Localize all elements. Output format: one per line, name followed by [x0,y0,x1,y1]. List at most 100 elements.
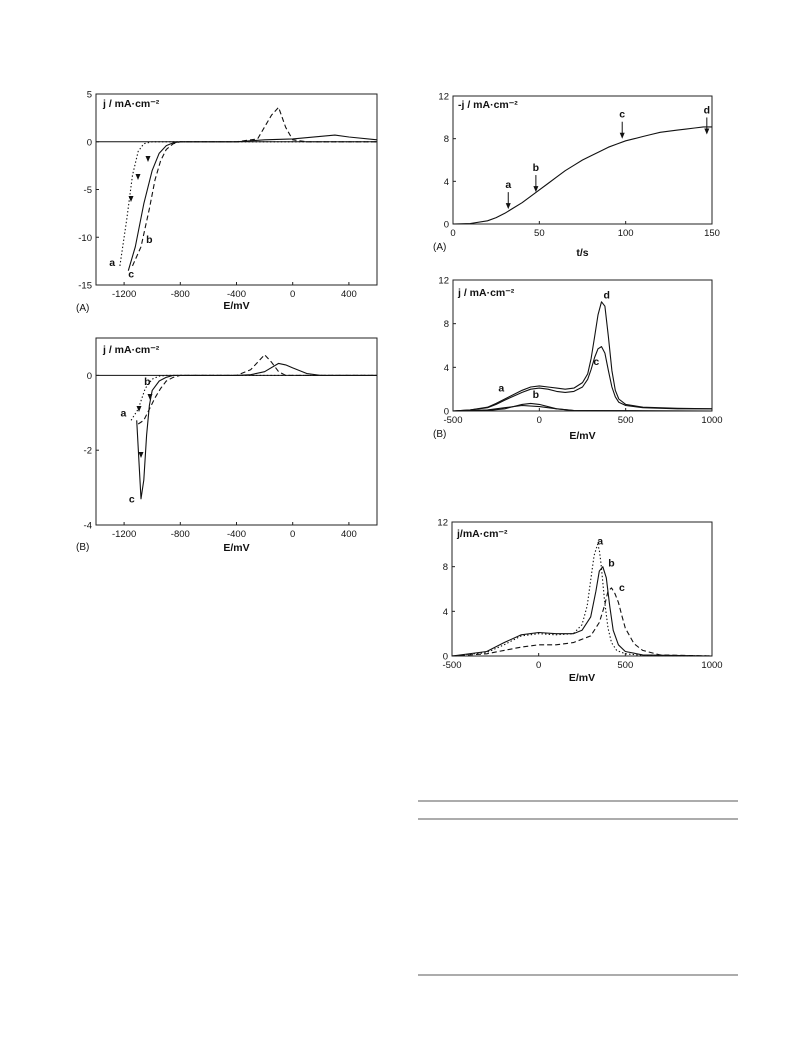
curve-label-a: a [597,535,603,547]
series-line-c [136,362,377,500]
series-line-b [131,106,377,267]
curve-label-c: c [619,582,625,594]
y-tick-label: 12 [437,518,448,529]
y-axis-title: j / mA·cm⁻² [102,344,160,356]
y-tick-label: -10 [78,233,92,244]
y-tick-label: 8 [444,319,449,330]
curve-label-b: b [146,234,152,246]
curve-label-c: c [593,356,599,368]
curve-label-a: a [109,257,115,269]
x-axis-title: t/s [576,247,588,259]
annotation-arrowhead [505,203,511,210]
x-tick-label: -1200 [112,529,136,540]
plot-frame [95,93,378,286]
table-rules [418,800,738,976]
x-tick-label: 500 [617,660,633,671]
x-tick-label: 0 [536,660,541,671]
x-tick-label: -500 [442,660,461,671]
x-tick-label: -800 [171,289,190,300]
x-axis-title: E/mV [223,542,249,554]
annotation-arrowhead [619,132,625,139]
series-line-b [451,566,713,657]
series-line-c [451,587,713,657]
y-tick-label: 4 [444,363,449,374]
annotation-label-a: a [505,179,511,191]
x-tick-label: 1000 [701,415,722,426]
y-tick-label: 8 [443,562,448,573]
x-tick-label: 50 [534,228,545,239]
x-tick-label: 0 [290,529,295,540]
series-line-a [130,374,377,421]
y-tick-label: -15 [78,281,92,292]
x-tick-label: 500 [618,415,634,426]
y-tick-label: 0 [444,220,449,231]
plot-frame [452,279,713,412]
curve-label-a: a [120,408,126,420]
chart-cathodic-scan-b: 0 -2 -4 -1200 -800 -400 0 400 j / mA·cm⁻² E/mV (B)… [76,337,378,554]
curve-label-b: b [608,558,614,570]
x-tick-label: 1000 [701,660,722,671]
y-tick-label: 0 [444,407,449,418]
scan-direction-arrow [138,452,144,458]
y-tick-label: 0 [87,371,92,382]
series-line-d [452,301,713,412]
curve-label-a: a [498,382,504,394]
annotation-arrowhead [704,128,710,135]
chart-cathodic-scan-a: 5 0 -5 -10 -15 -1200 -800 -400 0 400 j / mA·cm⁻² E/… [76,90,378,314]
y-tick-label: 12 [438,276,449,287]
y-axis-title: j / mA·cm⁻² [457,287,515,299]
y-axis-title: j/mA·cm⁻² [456,528,508,540]
scan-direction-arrow [128,196,134,202]
curve-label-b: b [533,389,539,401]
annotation-arrowhead [533,186,539,193]
x-axis-title: E/mV [569,672,595,684]
series-line-b [452,402,713,412]
scan-direction-arrow [136,406,142,412]
curve-label-b: b [144,376,150,388]
curve-label-d: d [603,290,609,302]
curve-label-c: c [129,494,135,506]
y-axis-title: -j / mA·cm⁻² [458,99,518,111]
y-tick-label: 0 [443,652,448,663]
curve-label-c: c [128,268,134,280]
x-tick-label: -800 [171,529,190,540]
x-tick-label: 0 [450,228,455,239]
x-tick-label: -400 [227,289,246,300]
annotation-label-b: b [533,162,539,174]
y-tick-label: 4 [444,177,449,188]
panel-label: (B) [433,429,446,440]
x-tick-label: -500 [443,415,462,426]
y-tick-label: 4 [443,607,448,618]
x-tick-label: 100 [618,228,634,239]
series-line-c [452,346,712,412]
y-tick-label: 5 [87,90,92,101]
annotation-label-c: c [619,109,625,121]
x-tick-label: 0 [290,289,295,300]
series-line-s0 [452,126,712,225]
y-tick-label: 8 [444,134,449,145]
y-tick-label: -4 [84,521,92,532]
x-tick-label: 400 [341,289,357,300]
y-tick-label: 12 [438,92,449,103]
chart-chronoamperometry: 12 8 4 00 50 100 150 -j / mA·cm⁻² t/s (A) a b c d [433,92,720,260]
x-tick-label: 400 [341,529,357,540]
y-tick-label: -5 [84,185,92,196]
series-line-c [127,134,378,271]
panel-label: (A) [76,303,89,314]
y-axis-title: j / mA·cm⁻² [102,98,160,110]
x-tick-label: -1200 [112,289,136,300]
annotation-label-d: d [704,104,710,116]
y-tick-label: -2 [84,446,92,457]
x-tick-label: 150 [704,228,720,239]
panel-label: (B) [76,542,89,553]
x-axis-title: E/mV [569,430,595,442]
y-tick-label: 0 [87,137,92,148]
plot-frame [451,521,713,657]
x-axis-title: E/mV [223,300,249,312]
scan-direction-arrow [135,174,141,180]
panel-label: (A) [433,242,446,253]
scan-direction-arrow [145,156,151,162]
